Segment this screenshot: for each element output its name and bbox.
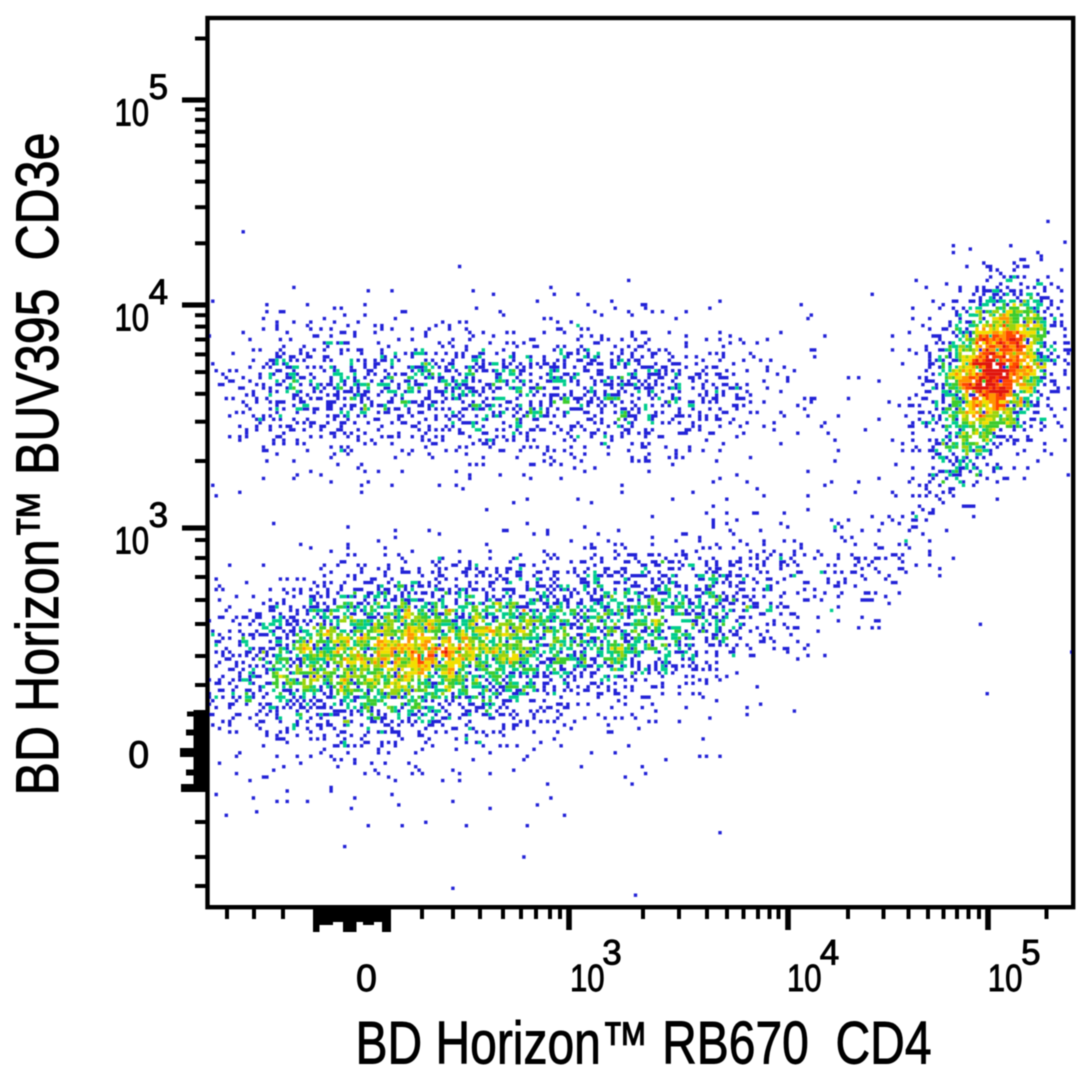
svg-text:5: 5: [1021, 934, 1040, 973]
svg-text:10: 10: [115, 92, 150, 134]
svg-text:4: 4: [820, 934, 839, 973]
svg-text:5: 5: [149, 68, 168, 107]
svg-text:BD Horizon™ BUV395 CD3e: BD Horizon™ BUV395 CD3e: [4, 133, 71, 796]
svg-text:3: 3: [149, 496, 168, 535]
svg-text:10: 10: [988, 957, 1023, 999]
svg-text:0: 0: [128, 734, 149, 776]
svg-text:10: 10: [787, 957, 822, 999]
svg-text:4: 4: [149, 273, 168, 312]
svg-text:10: 10: [115, 297, 150, 339]
svg-text:10: 10: [115, 520, 150, 562]
svg-text:3: 3: [602, 934, 621, 973]
svg-text:0: 0: [356, 957, 377, 999]
svg-text:BD Horizon™ RB670 CD4: BD Horizon™ RB670 CD4: [356, 1010, 932, 1077]
svg-text:10: 10: [570, 957, 605, 999]
